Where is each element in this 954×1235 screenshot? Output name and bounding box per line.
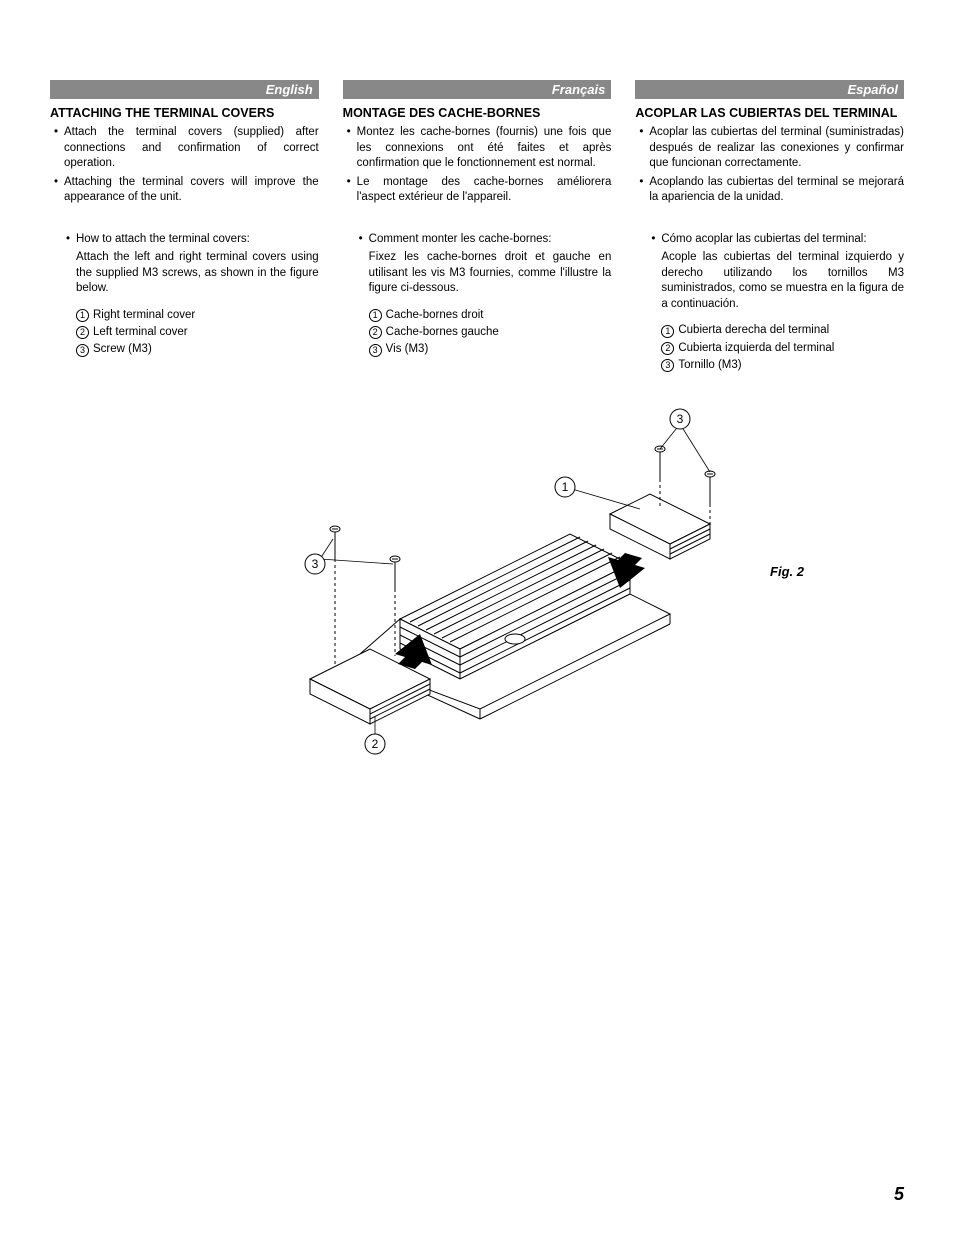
callout-2-text: 2 [372,737,379,751]
how-to-text: Fixez les cache-bornes droit et gauche e… [343,250,612,297]
legend-text: Tornillo (M3) [678,357,741,374]
legend-text: Left terminal cover [93,324,188,341]
legend-item: 1 Cache-bornes droit [369,307,612,324]
bullet-item: Montez les cache-bornes (fournis) une fo… [343,125,612,172]
bullet-item: Attaching the terminal covers will impro… [50,175,319,206]
lang-header-english: English [50,80,319,99]
legend-text: Screw (M3) [93,341,152,358]
legend-number-icon: 3 [369,344,382,357]
callout-3-left-text: 3 [312,557,319,571]
legend-number-icon: 2 [369,326,382,339]
legend-espanol: 1 Cubierta derecha del terminal 2 Cubierta… [635,322,904,374]
legend-number-icon: 1 [661,325,674,338]
column-francais: Français MONTAGE DES CACHE-BORNES Montez… [343,80,612,374]
how-to-text: Attach the left and right terminal cover… [50,250,319,297]
section-title-francais: MONTAGE DES CACHE-BORNES [343,105,612,121]
legend-item: 3 Vis (M3) [369,341,612,358]
legend-item: 3 Screw (M3) [76,341,319,358]
diagram-illustration: 1 2 3 3 [220,404,740,764]
bullet-list-francais: Montez les cache-bornes (fournis) une fo… [343,125,612,206]
legend-text: Cache-bornes droit [386,307,484,324]
bullet-item: Attach the terminal covers (supplied) af… [50,125,319,172]
legend-item: 1 Cubierta derecha del terminal [661,322,904,339]
legend-text: Vis (M3) [386,341,429,358]
legend-number-icon: 3 [661,359,674,372]
section-title-espanol: ACOPLAR LAS CUBIERTAS DEL TERMINAL [635,105,904,121]
legend-text: Cubierta izquierda del terminal [678,340,834,357]
bullet-list-english: Attach the terminal covers (supplied) af… [50,125,319,206]
legend-number-icon: 1 [369,309,382,322]
sublist-francais: Comment monter les cache-bornes: [343,232,612,248]
how-to-label: How to attach the terminal covers: [50,232,319,248]
lang-header-francais: Français [343,80,612,99]
legend-item: 2 Left terminal cover [76,324,319,341]
sublist-english: How to attach the terminal covers: [50,232,319,248]
legend-number-icon: 3 [76,344,89,357]
callout-3-right-text: 3 [677,412,684,426]
legend-text: Right terminal cover [93,307,195,324]
bullet-item: Acoplar las cubiertas del terminal (sumi… [635,125,904,172]
legend-item: 2 Cache-bornes gauche [369,324,612,341]
column-espanol: Español ACOPLAR LAS CUBIERTAS DEL TERMIN… [635,80,904,374]
legend-item: 2 Cubierta izquierda del terminal [661,340,904,357]
legend-english: 1 Right terminal cover 2 Left terminal cov… [50,307,319,359]
section-title-english: ATTACHING THE TERMINAL COVERS [50,105,319,121]
page-number: 5 [894,1184,904,1205]
legend-item: 1 Right terminal cover [76,307,319,324]
how-to-label: Cómo acoplar las cubiertas del terminal: [635,232,904,248]
bullet-item: Le montage des cache-bornes améliorera l… [343,175,612,206]
screw-left-1 [330,526,340,666]
three-column-layout: English ATTACHING THE TERMINAL COVERS At… [50,80,904,374]
legend-item: 3 Tornillo (M3) [661,357,904,374]
lang-header-espanol: Español [635,80,904,99]
legend-text: Cubierta derecha del terminal [678,322,829,339]
how-to-text: Acople las cubiertas del terminal izquie… [635,250,904,312]
legend-text: Cache-bornes gauche [386,324,499,341]
bullet-item: Acoplando las cubiertas del terminal se … [635,175,904,206]
legend-number-icon: 1 [76,309,89,322]
figure-area: 1 2 3 3 Fig. 2 [50,404,904,784]
screw-right-2 [705,471,715,529]
callout-1-text: 1 [562,480,569,494]
bullet-list-espanol: Acoplar las cubiertas del terminal (sumi… [635,125,904,206]
sublist-espanol: Cómo acoplar las cubiertas del terminal: [635,232,904,248]
figure-label: Fig. 2 [770,564,804,579]
legend-number-icon: 2 [661,342,674,355]
legend-francais: 1 Cache-bornes droit 2 Cache-bornes gauche… [343,307,612,359]
how-to-label: Comment monter les cache-bornes: [343,232,612,248]
legend-number-icon: 2 [76,326,89,339]
column-english: English ATTACHING THE TERMINAL COVERS At… [50,80,319,374]
